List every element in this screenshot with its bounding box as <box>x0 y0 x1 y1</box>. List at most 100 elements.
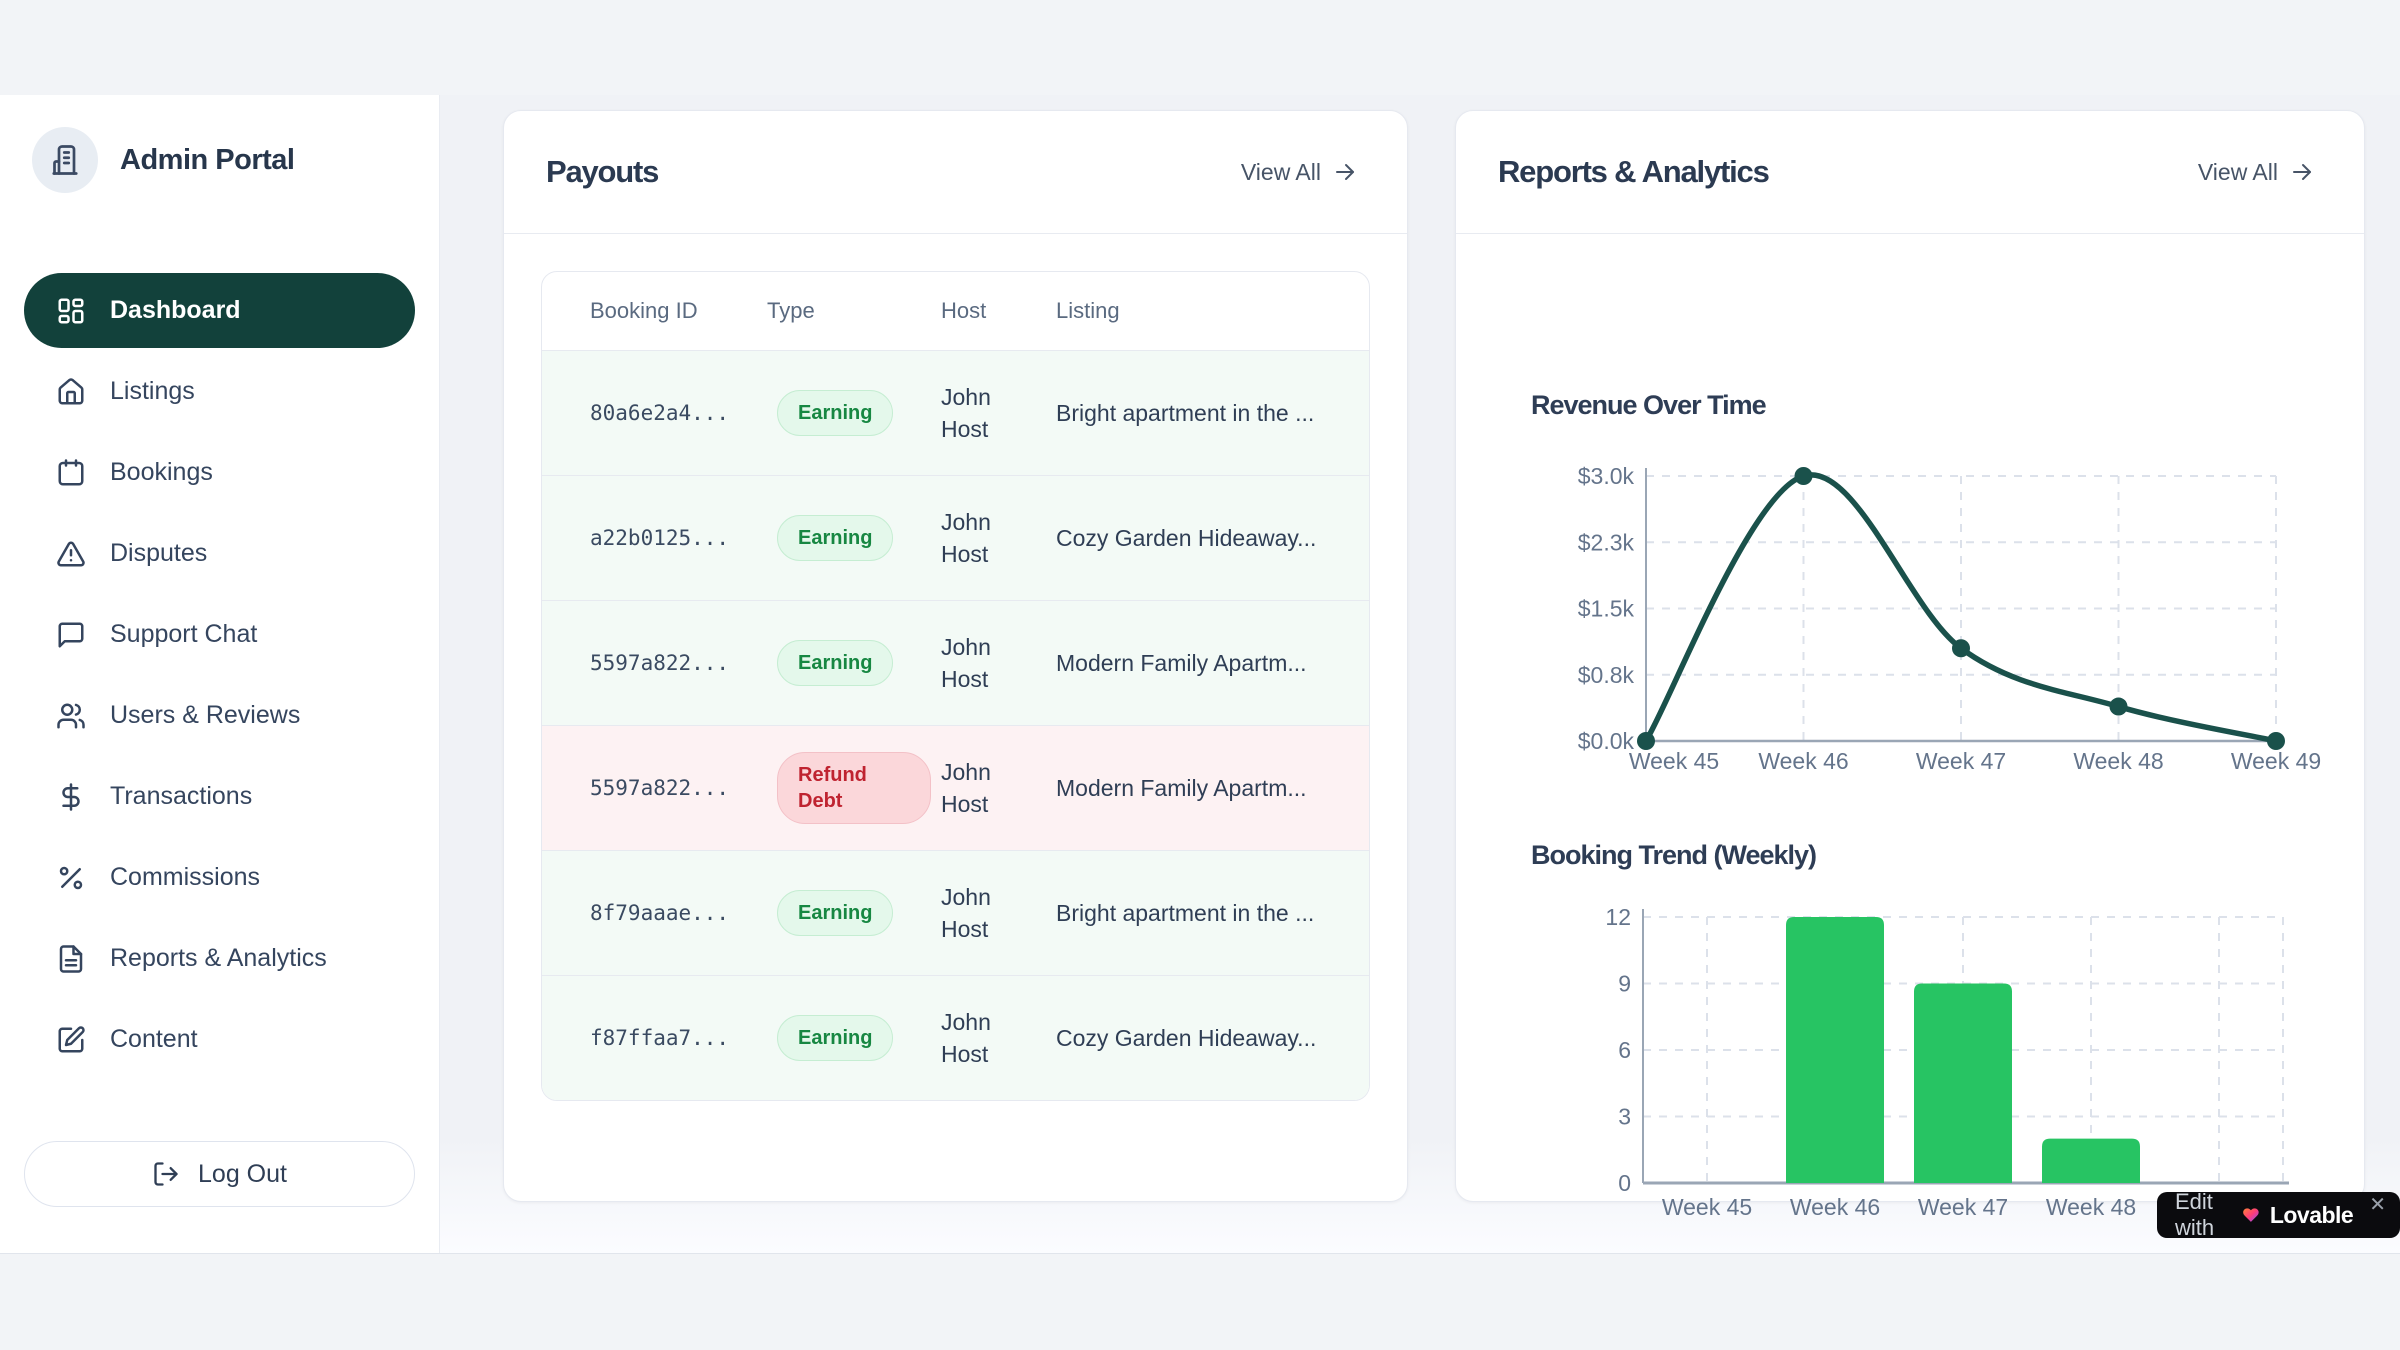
type-badge: Earning <box>777 1015 894 1061</box>
sidebar-item-label: Bookings <box>110 458 213 486</box>
svg-text:Week 46: Week 46 <box>1758 748 1848 774</box>
users-icon <box>57 703 85 728</box>
lovable-brand: Lovable <box>2269 1201 2354 1228</box>
logout-button[interactable]: Log Out <box>24 1141 415 1207</box>
arrow-right-icon <box>1336 164 1354 180</box>
bar-week-47 <box>1914 983 2012 1183</box>
sidebar-item-content[interactable]: Content <box>24 1002 415 1077</box>
sidebar-item-label: Disputes <box>110 539 208 567</box>
sidebar-item-users-reviews[interactable]: Users & Reviews <box>24 678 415 753</box>
sidebar-item-support-chat[interactable]: Support Chat <box>24 597 415 672</box>
host-cell: John Host <box>941 758 991 817</box>
sidebar-item-listings[interactable]: Listings <box>24 354 415 429</box>
sidebar-item-reports-analytics[interactable]: Reports & Analytics <box>24 921 415 996</box>
listing-cell: Cozy Garden Hideaway... <box>1056 524 1317 551</box>
svg-text:Week 49: Week 49 <box>2231 748 2321 774</box>
bar-week-46 <box>1786 917 1884 1183</box>
lovable-prefix: Edit with <box>2175 1189 2215 1240</box>
view-all-label: View All <box>2197 158 2278 185</box>
percent-icon <box>59 866 83 889</box>
svg-text:3: 3 <box>1618 1104 1631 1130</box>
sidebar-item-commissions[interactable]: Commissions <box>24 840 415 915</box>
sidebar-item-label: Reports & Analytics <box>110 944 327 972</box>
host-cell: John Host <box>941 633 991 692</box>
bar-week-48 <box>2042 1138 2140 1183</box>
svg-text:$1.5k: $1.5k <box>1578 596 1635 622</box>
table-row[interactable]: a22b0125... Earning John Host Cozy Garden H… <box>542 476 1369 601</box>
payouts-table: Booking ID Type Host Listing 80a6e2a4...… <box>541 271 1370 1101</box>
payouts-header: Payouts View All <box>504 111 1407 234</box>
sidebar-item-label: Support Chat <box>110 620 258 648</box>
host-cell: John Host <box>941 383 991 442</box>
listing-cell: Bright apartment in the ... <box>1056 899 1315 926</box>
arrow-right-icon <box>2293 164 2311 180</box>
sidebar-item-label: Dashboard <box>110 296 241 324</box>
sidebar-item-label: Users & Reviews <box>110 701 301 729</box>
calendar-icon <box>58 458 84 485</box>
home-icon <box>58 377 84 404</box>
host-cell: John Host <box>941 1008 991 1067</box>
sidebar-item-label: Listings <box>110 377 195 405</box>
table-row[interactable]: 8f79aaae... Earning John Host Bright apartm… <box>542 851 1369 976</box>
reports-view-all-button[interactable]: View All <box>2192 158 2320 187</box>
revenue-line-chart: $0.0k $0.8k $1.5k $2.3k $3.0k Week 45 Week 46 W… <box>1578 463 2321 774</box>
reports-body: Revenue Over Time $0.0k $0.8k $1.5k $2.3k $3… <box>1456 234 2364 1220</box>
message-square-icon <box>58 622 84 647</box>
type-badge: Earning <box>777 390 894 436</box>
svg-text:0: 0 <box>1618 1170 1631 1196</box>
sidebar-item-dashboard[interactable]: Dashboard <box>24 273 415 348</box>
sidebar-item-label: Transactions <box>110 782 253 810</box>
app-canvas: Admin Portal Dashboard Listings Bookings Di… <box>0 95 2400 1254</box>
booking-trend-chart-title: Booking Trend (Weekly) <box>1531 840 1817 870</box>
dollar-sign-icon <box>62 782 80 811</box>
svg-text:9: 9 <box>1618 971 1631 997</box>
column-header-listing: Listing <box>1056 298 1120 323</box>
table-row[interactable]: f87ffaa7... Earning John Host Cozy Garden H… <box>542 976 1369 1100</box>
reports-card: Reports & Analytics View All Revenue Ove… <box>1455 110 2365 1220</box>
sidebar-item-disputes[interactable]: Disputes <box>24 516 415 591</box>
payouts-body: Booking ID Type Host Listing 80a6e2a4...… <box>504 234 1407 1138</box>
column-header-host: Host <box>941 298 987 323</box>
column-header-booking-id: Booking ID <box>590 298 698 323</box>
host-cell: John Host <box>941 508 991 567</box>
type-badge: Earning <box>777 890 894 936</box>
square-pen-icon <box>58 1025 85 1052</box>
reports-header: Reports & Analytics View All <box>1456 111 2364 234</box>
svg-text:$2.3k: $2.3k <box>1578 529 1635 555</box>
svg-text:Week 45: Week 45 <box>1662 1194 1752 1220</box>
type-cell: Earning <box>767 515 941 561</box>
type-cell: Earning <box>767 890 941 936</box>
listing-cell: Modern Family Apartm... <box>1056 649 1307 676</box>
lovable-badge[interactable]: Edit with Lovable ✕ <box>2157 1189 2400 1240</box>
booking-id-cell: 5597a822... <box>590 776 730 800</box>
booking-id-cell: 5597a822... <box>590 651 730 675</box>
sidebar-nav: Dashboard Listings Bookings Disputes Support… <box>24 273 415 1077</box>
type-cell: Refund Debt <box>767 752 941 824</box>
sidebar-item-bookings[interactable]: Bookings <box>24 435 415 510</box>
listing-cell: Modern Family Apartm... <box>1056 774 1307 801</box>
payouts-view-all-button[interactable]: View All <box>1235 158 1363 187</box>
table-row[interactable]: 5597a822... Earning John Host Modern Family… <box>542 601 1369 726</box>
close-icon[interactable]: ✕ <box>2369 1194 2386 1216</box>
sidebar-item-transactions[interactable]: Transactions <box>24 759 415 834</box>
svg-text:Week 47: Week 47 <box>1918 1194 2008 1220</box>
booking-id-cell: 8f79aaae... <box>590 901 730 925</box>
brand-title: Admin Portal <box>120 143 295 176</box>
svg-text:$0.0k: $0.0k <box>1578 728 1635 754</box>
view-all-label: View All <box>1240 158 1321 185</box>
brand: Admin Portal <box>32 117 415 203</box>
alert-triangle-icon <box>57 541 85 567</box>
type-cell: Earning <box>767 1015 941 1061</box>
table-row[interactable]: 80a6e2a4... Earning John Host Bright apartm… <box>542 351 1369 476</box>
listing-cell: Cozy Garden Hideaway... <box>1056 1024 1317 1051</box>
svg-text:Week 45: Week 45 <box>1629 748 1719 774</box>
table-row[interactable]: 5597a822... Refund Debt John Host Modern Fa… <box>542 726 1369 851</box>
column-header-type: Type <box>767 298 815 323</box>
listing-cell: Bright apartment in the ... <box>1056 399 1315 426</box>
type-badge: Earning <box>777 640 894 686</box>
svg-text:$3.0k: $3.0k <box>1578 463 1635 489</box>
logout-label: Log Out <box>198 1159 287 1188</box>
svg-text:6: 6 <box>1618 1037 1631 1063</box>
sidebar-item-label: Commissions <box>110 863 261 891</box>
booking-id-cell: 80a6e2a4... <box>590 401 730 425</box>
